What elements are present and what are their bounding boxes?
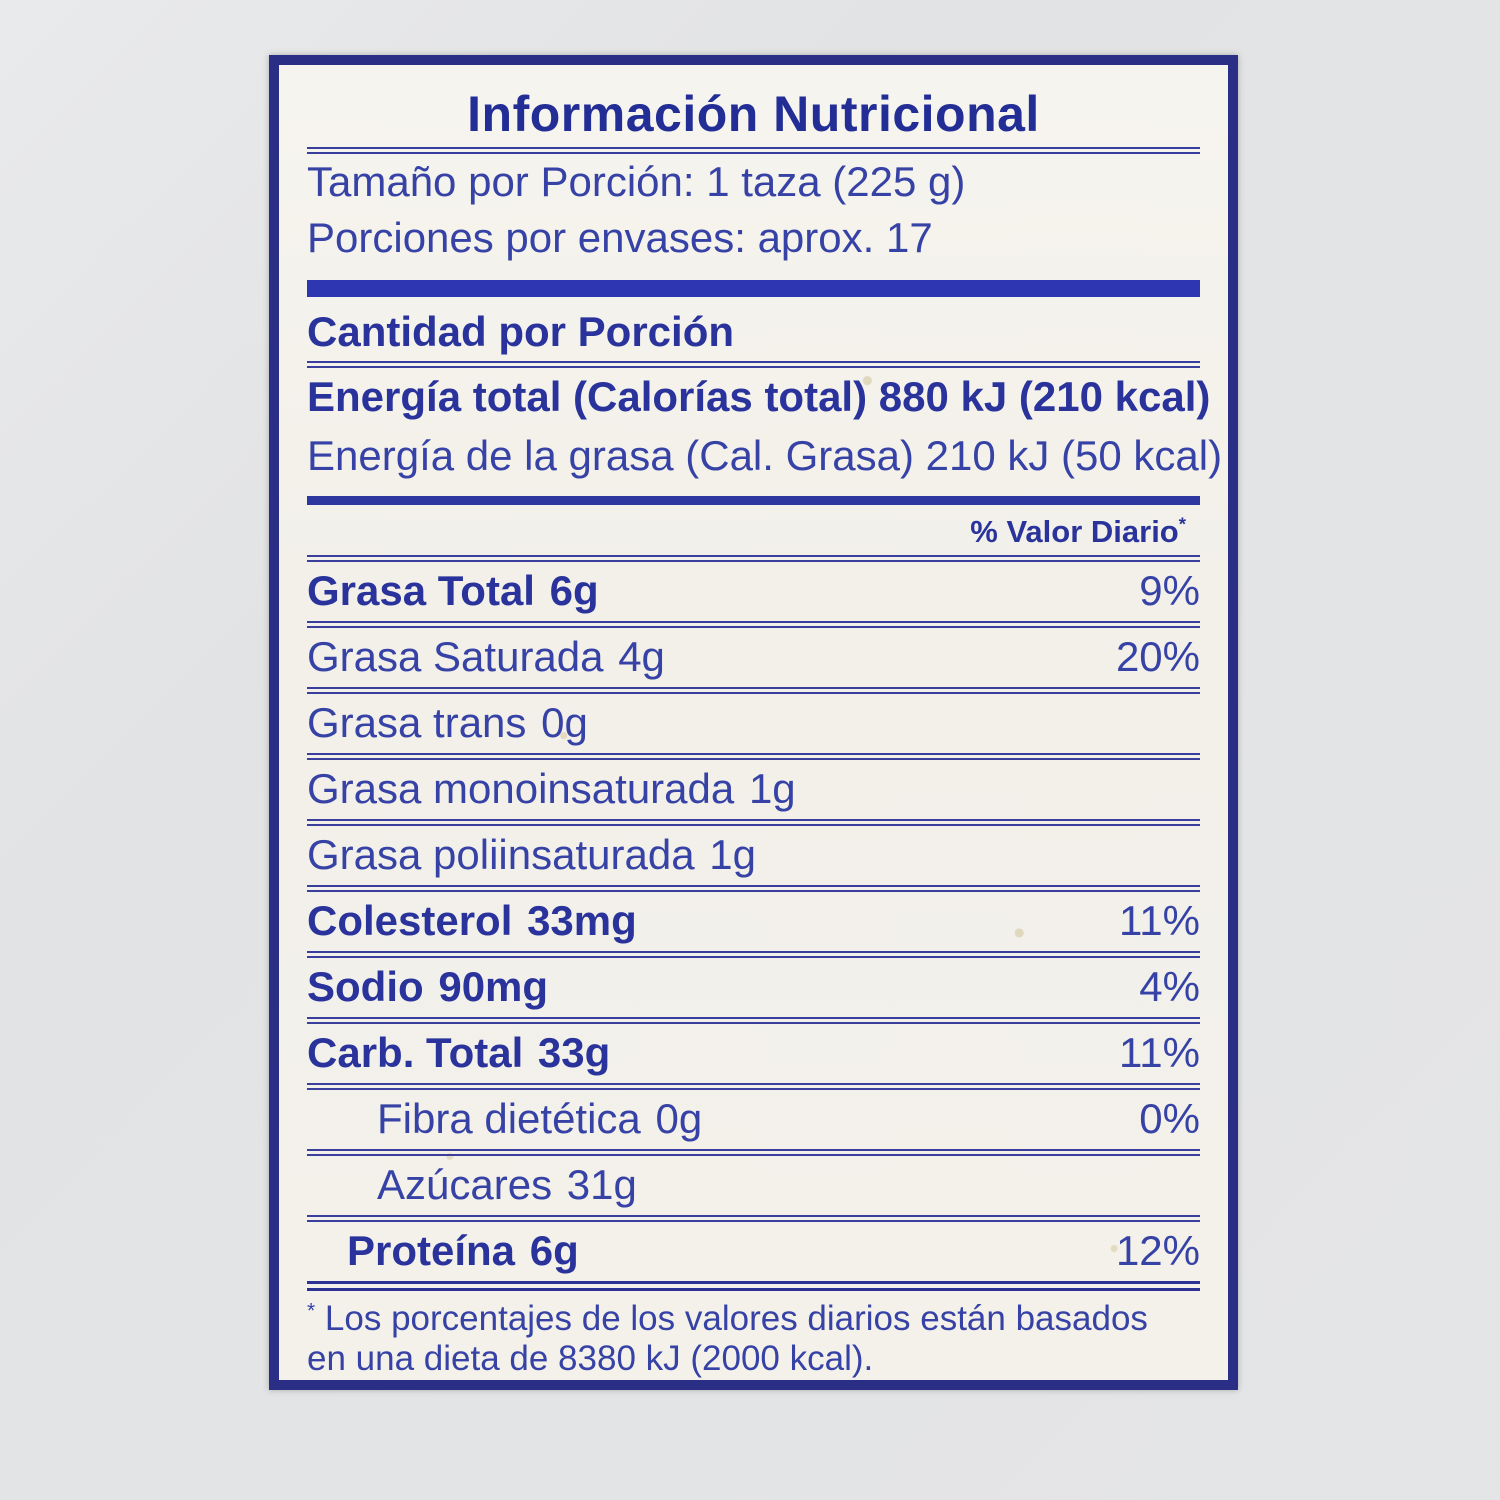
nutrient-amount: 90mg (438, 963, 549, 1011)
divider-under-amount-header (307, 361, 1200, 368)
nutrient-label: Grasa monoinsaturada (307, 765, 735, 813)
divider-under-daily-value (307, 555, 1200, 562)
nutrient-percent: 20% (1115, 633, 1200, 681)
nutrient-amount: 1g (709, 831, 756, 879)
nutrient-amount: 33g (537, 1029, 611, 1077)
nutrition-facts-label: Información Nutricional Tamaño por Porci… (269, 55, 1238, 1390)
footnote-line1: Los porcentajes de los valores diarios e… (324, 1298, 1148, 1338)
nutrient-row-fibra-dietetica: Fibra dietética 0g 0% (307, 1090, 1200, 1149)
nutrient-row-sodio: Sodio 90mg 4% (307, 958, 1200, 1017)
row-divider (307, 1016, 1200, 1024)
divider-above-footnote (307, 1280, 1200, 1291)
nutrient-percent: 11% (1119, 1029, 1200, 1077)
row-divider (307, 818, 1200, 826)
nutrient-label-group: Grasa monoinsaturada 1g (307, 765, 796, 813)
nutrient-row-proteina: Proteína 6g 12% (307, 1222, 1200, 1281)
energy-from-fat-text: Energía de la grasa (Cal. Grasa) 210 kJ … (307, 432, 1223, 479)
footnote-asterisk: * (307, 1299, 316, 1323)
nutrient-label-group: Grasa Saturada 4g (307, 633, 665, 681)
nutrient-percent: 12% (1115, 1227, 1200, 1275)
nutrient-amount: 31g (566, 1161, 637, 1209)
nutrient-amount: 1g (748, 765, 796, 813)
row-divider (307, 1082, 1200, 1090)
footnote-line2: en una dieta de 8380 kJ (2000 kcal). (307, 1339, 874, 1379)
nutrient-percent: 4% (1139, 963, 1200, 1011)
nutrient-label: Carb. Total (307, 1029, 524, 1077)
daily-value-asterisk: * (1178, 513, 1186, 535)
nutrient-label-group: Grasa poliinsaturada 1g (307, 831, 756, 879)
thick-divider-bar (307, 280, 1200, 297)
label-content: Información Nutricional Tamaño por Porci… (279, 65, 1228, 1380)
row-divider (307, 620, 1200, 628)
nutrient-label: Fibra dietética (377, 1095, 641, 1143)
nutrient-row-carb-total: Carb. Total 33g 11% (307, 1024, 1200, 1083)
daily-value-header-text: % Valor Diario (970, 514, 1179, 549)
nutrient-label: Colesterol (307, 897, 513, 945)
nutrient-label-group: Grasa Total 6g (307, 567, 599, 615)
servings-per-container-text: Porciones por envases: aprox. 17 (307, 214, 933, 261)
nutrient-label: Sodio (307, 963, 424, 1011)
nutrient-row-grasa-poliinsaturada: Grasa poliinsaturada 1g (307, 826, 1200, 885)
nutrient-row-grasa-saturada: Grasa Saturada 4g 20% (307, 628, 1200, 687)
divider-under-title (307, 147, 1200, 154)
nutrient-row-azucares: Azúcares 31g (307, 1156, 1200, 1215)
nutrient-label: Grasa poliinsaturada (307, 831, 695, 879)
nutrient-amount: 33mg (527, 897, 637, 945)
nutrient-amount: 6g (529, 1227, 579, 1275)
nutrient-row-grasa-monoinsaturada: Grasa monoinsaturada 1g (307, 760, 1200, 819)
label-title: Información Nutricional (467, 86, 1040, 142)
row-divider (307, 1148, 1200, 1156)
nutrient-label-group: Grasa trans 0g (307, 699, 588, 747)
nutrient-row-grasa-total: Grasa Total 6g 9% (307, 562, 1200, 621)
row-divider (307, 752, 1200, 760)
nutrient-label: Azúcares (377, 1161, 553, 1209)
nutrient-amount: 0g (541, 699, 588, 747)
nutrient-label-group: Sodio 90mg (307, 963, 548, 1011)
nutrient-percent: 0% (1139, 1095, 1200, 1143)
nutrient-percent: 9% (1139, 567, 1200, 615)
nutrient-percent: 11% (1119, 897, 1200, 945)
row-divider (307, 1214, 1200, 1222)
medium-divider-bar (307, 496, 1200, 505)
nutrient-label: Grasa trans (307, 699, 527, 747)
nutrient-label-group: Carb. Total 33g (307, 1029, 610, 1077)
daily-value-header: % Valor Diario* (307, 505, 1200, 555)
row-divider (307, 686, 1200, 694)
nutrient-amount: 4g (618, 633, 665, 681)
nutrient-label-group: Proteína 6g (347, 1227, 579, 1275)
amount-per-serving-header: Cantidad por Porción (307, 308, 735, 355)
nutrient-label: Grasa Total (307, 567, 535, 615)
nutrient-label-group: Fibra dietética 0g (377, 1095, 702, 1143)
nutrient-label: Proteína (347, 1227, 516, 1275)
nutrient-label-group: Azúcares 31g (377, 1161, 637, 1209)
nutrient-label-group: Colesterol 33mg (307, 897, 637, 945)
nutrient-amount: 0g (655, 1095, 703, 1143)
row-divider (307, 884, 1200, 892)
footnote: * Los porcentajes de los valores diarios… (307, 1299, 1200, 1380)
energy-total-text: Energía total (Calorías total) 880 kJ (2… (307, 373, 1211, 420)
nutrient-label: Grasa Saturada (307, 633, 604, 681)
nutrient-amount: 6g (549, 567, 599, 615)
nutrient-row-grasa-trans: Grasa trans 0g (307, 694, 1200, 753)
nutrient-row-colesterol: Colesterol 33mg 11% (307, 892, 1200, 951)
serving-size-text: Tamaño por Porción: 1 taza (225 g) (307, 158, 966, 205)
row-divider (307, 950, 1200, 958)
